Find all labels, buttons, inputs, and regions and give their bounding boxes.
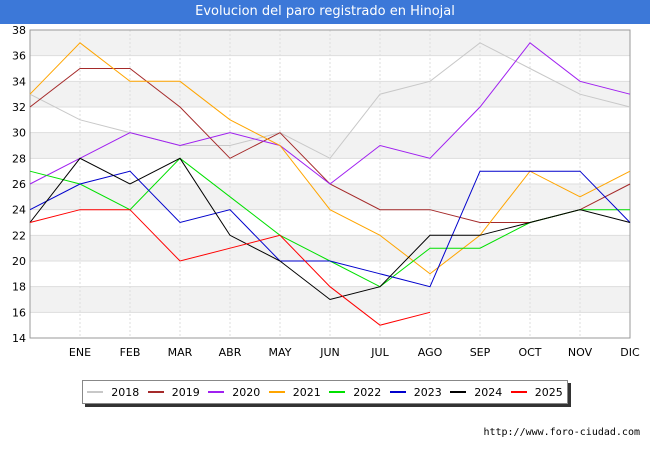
chart-legend: 2018 2019 2020 2021 2022 2023 2024 2025 xyxy=(82,380,568,404)
x-tick-label: AGO xyxy=(418,346,443,359)
legend-item-2024: 2024 xyxy=(450,386,502,399)
x-tick-label: FEB xyxy=(120,346,141,359)
chart-title: Evolucion del paro registrado en Hinojal xyxy=(0,0,650,24)
x-tick-label: MAR xyxy=(168,346,193,359)
legend-label: 2020 xyxy=(232,385,261,399)
y-tick-label: 26 xyxy=(12,178,26,191)
x-tick-label: MAY xyxy=(269,346,292,359)
y-tick-label: 20 xyxy=(12,255,26,268)
series-line-2020 xyxy=(29,42,631,185)
legend-swatch xyxy=(268,391,285,393)
y-tick-label: 22 xyxy=(12,229,26,242)
legend-label: 2021 xyxy=(292,385,321,399)
series-line-2023 xyxy=(29,170,631,288)
series-line-2025 xyxy=(29,209,431,326)
legend-item-2021: 2021 xyxy=(268,385,321,399)
legend-label: 2018 xyxy=(111,385,140,399)
y-tick-label: 24 xyxy=(12,204,26,217)
x-tick-label: DIC xyxy=(620,346,640,359)
legend-item-2019: 2019 xyxy=(147,385,200,399)
legend-swatch xyxy=(208,391,225,393)
x-tick-label: ENE xyxy=(69,346,91,359)
y-tick-label: 14 xyxy=(12,332,26,345)
source-url: http://www.foro-ciudad.com xyxy=(483,427,640,438)
legend-label: 2023 xyxy=(413,385,442,399)
y-tick-label: 18 xyxy=(12,281,26,294)
legend-swatch xyxy=(147,391,164,393)
legend-swatch xyxy=(510,391,527,393)
x-tick-label: SEP xyxy=(470,346,491,359)
legend-swatch xyxy=(389,391,406,393)
x-tick-label: JUL xyxy=(370,346,389,359)
grid-band xyxy=(30,184,630,210)
x-tick-label: NOV xyxy=(568,346,593,359)
legend-item-2023: 2023 xyxy=(389,385,442,399)
y-tick-label: 32 xyxy=(12,101,26,114)
legend-item-2022: 2022 xyxy=(329,386,381,399)
legend-label: 2025 xyxy=(534,385,563,399)
legend-label: 2022 xyxy=(353,385,382,399)
legend-swatch xyxy=(329,391,346,393)
legend-item-2018: 2018 xyxy=(87,386,139,399)
legend-swatch xyxy=(450,391,467,393)
x-tick-label: ABR xyxy=(219,346,242,359)
series-line-2024 xyxy=(29,157,631,301)
y-tick-label: 16 xyxy=(12,306,26,319)
legend-swatch xyxy=(87,391,104,393)
y-tick-label: 38 xyxy=(12,24,26,37)
legend-item-2020: 2020 xyxy=(208,386,260,399)
legend-label: 2019 xyxy=(171,385,200,399)
legend-item-2025: 2025 xyxy=(510,385,563,399)
y-tick-label: 30 xyxy=(12,127,26,140)
legend-label: 2024 xyxy=(474,385,503,399)
y-tick-label: 36 xyxy=(12,50,26,63)
x-tick-label: JUN xyxy=(319,346,340,359)
x-tick-label: OCT xyxy=(518,346,541,359)
y-tick-label: 34 xyxy=(12,75,26,88)
y-tick-label: 28 xyxy=(12,152,26,165)
